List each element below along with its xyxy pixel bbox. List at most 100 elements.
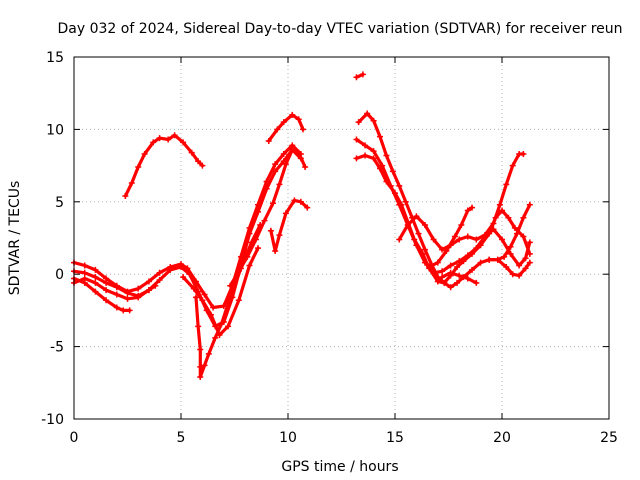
data-point xyxy=(458,221,465,228)
data-point xyxy=(235,297,242,304)
data-point xyxy=(501,253,508,260)
data-point xyxy=(156,269,163,276)
y-tick-label: -10 xyxy=(41,412,64,428)
data-series-arc-o xyxy=(396,151,527,253)
data-point xyxy=(265,137,272,144)
data-point xyxy=(156,135,163,142)
data-point xyxy=(434,278,441,285)
data-series-arc-q xyxy=(439,269,480,286)
data-point xyxy=(362,152,369,159)
data-point xyxy=(272,161,279,168)
data-point xyxy=(520,151,527,158)
data-series-arc-h xyxy=(227,146,309,289)
data-point xyxy=(122,193,129,200)
data-point xyxy=(439,274,446,281)
data-point xyxy=(280,119,287,126)
data-point xyxy=(454,279,461,286)
data-point xyxy=(270,200,277,207)
data-point xyxy=(392,190,398,197)
data-point xyxy=(255,208,262,215)
data-point xyxy=(103,287,110,294)
data-point xyxy=(201,291,208,298)
data-point xyxy=(411,236,418,243)
data-point xyxy=(252,236,259,243)
data-point xyxy=(282,210,289,217)
data-point xyxy=(210,304,217,311)
data-point xyxy=(263,185,270,192)
series-line xyxy=(354,137,532,275)
data-point xyxy=(152,282,159,289)
data-point xyxy=(291,197,298,204)
data-point xyxy=(398,201,405,208)
data-point xyxy=(124,290,131,297)
data-point xyxy=(145,287,152,294)
data-point xyxy=(113,304,120,311)
data-point xyxy=(377,165,384,172)
data-point xyxy=(235,268,242,275)
data-point xyxy=(145,278,152,285)
data-point xyxy=(126,307,133,314)
data-point xyxy=(443,248,450,255)
data-point xyxy=(302,164,309,171)
data-point xyxy=(434,259,441,266)
data-point xyxy=(195,158,202,165)
data-point xyxy=(526,250,533,257)
data-point xyxy=(421,246,428,253)
data-point xyxy=(383,178,390,185)
data-point xyxy=(113,284,120,291)
data-point xyxy=(201,362,208,369)
data-point xyxy=(499,207,505,214)
data-point xyxy=(180,139,187,146)
data-point xyxy=(212,334,219,341)
data-point xyxy=(289,146,296,153)
data-point xyxy=(413,213,420,220)
data-series-arc-e xyxy=(122,132,206,200)
data-point xyxy=(469,250,476,257)
data-point xyxy=(526,239,533,246)
data-point xyxy=(389,168,396,175)
data-point xyxy=(353,136,360,143)
data-point xyxy=(353,74,360,81)
data-series-arc-r xyxy=(486,256,533,279)
data-point xyxy=(295,116,302,123)
data-point xyxy=(135,294,142,301)
data-point xyxy=(383,152,390,159)
data-point xyxy=(377,133,384,140)
y-tick-label: 15 xyxy=(46,50,64,66)
data-point xyxy=(103,297,110,304)
data-point xyxy=(120,307,127,314)
data-point xyxy=(364,110,371,117)
data-point xyxy=(81,262,88,269)
data-point xyxy=(456,272,463,279)
x-tick-label: 10 xyxy=(279,430,297,446)
data-point xyxy=(516,262,523,269)
series-group xyxy=(71,71,533,381)
data-point xyxy=(255,245,262,252)
data-point xyxy=(526,259,533,266)
x-tick-labels: 0 5 10 15 20 25 xyxy=(70,430,618,446)
data-point xyxy=(402,198,409,205)
data-point xyxy=(195,323,202,330)
data-point xyxy=(499,236,505,243)
data-point xyxy=(135,285,142,292)
y-tick-labels: -10 -5 0 5 10 15 xyxy=(41,50,64,428)
data-point xyxy=(451,233,458,240)
data-point xyxy=(507,250,514,257)
data-point xyxy=(522,255,529,262)
data-point xyxy=(522,265,529,272)
y-tick-label: 5 xyxy=(55,195,64,211)
data-point xyxy=(128,179,135,186)
data-point xyxy=(370,155,377,162)
x-axis-label: GPS time / hours xyxy=(281,459,398,475)
data-point xyxy=(469,266,476,273)
data-point xyxy=(396,236,403,243)
data-series-arc-i xyxy=(267,197,311,255)
data-point xyxy=(197,363,204,370)
data-point xyxy=(507,243,514,250)
chart-title: Day 032 of 2024, Sidereal Day-to-day VTE… xyxy=(57,21,622,37)
data-point xyxy=(469,204,476,211)
data-point xyxy=(473,279,480,286)
data-point xyxy=(178,263,184,270)
data-point xyxy=(477,242,484,249)
